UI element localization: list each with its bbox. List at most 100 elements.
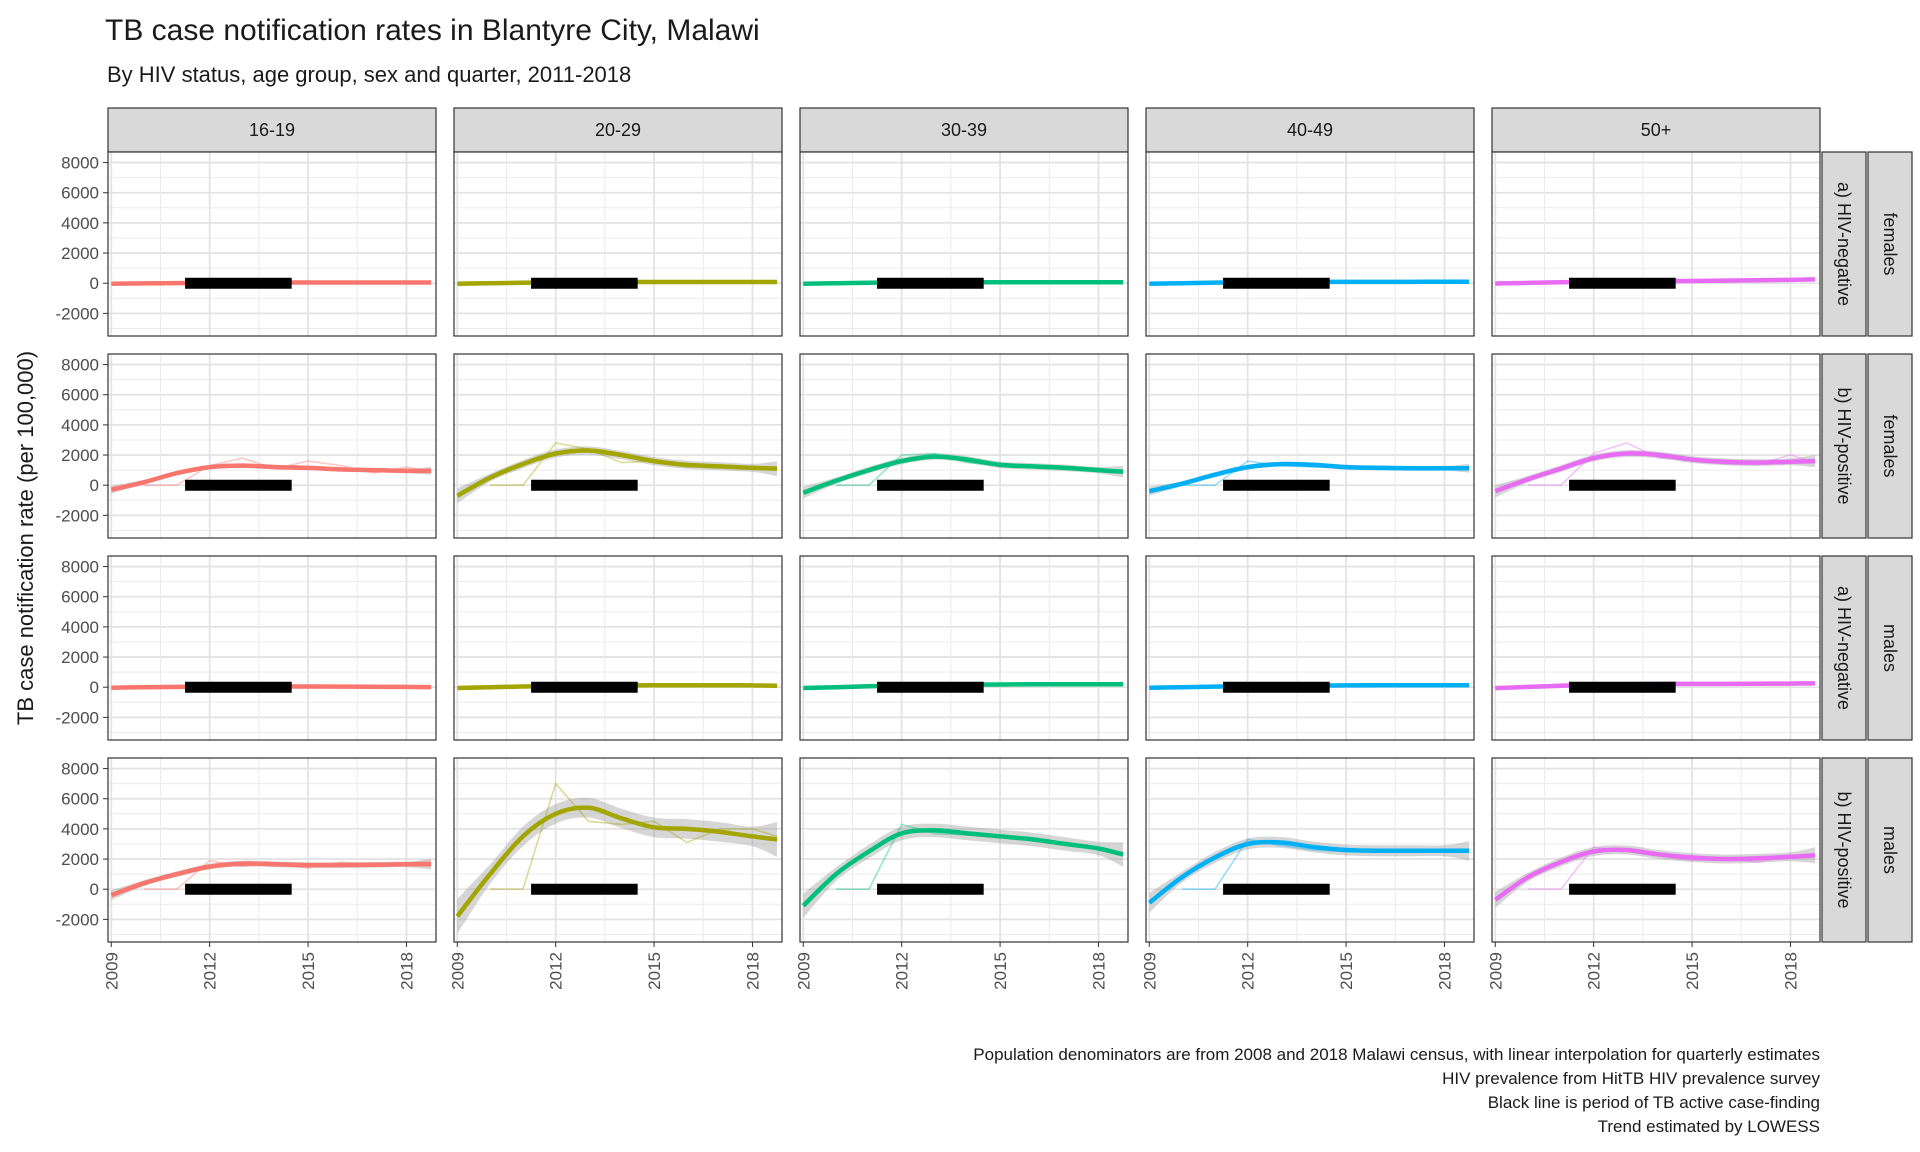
- panel-4-5: [1491, 757, 1821, 943]
- panel-border: [453, 555, 783, 741]
- panel-2-1: [107, 353, 437, 539]
- y-tick-label: 6000: [61, 588, 99, 607]
- facet-strip-4: [1145, 107, 1475, 153]
- x-tick-label: 2009: [448, 952, 467, 990]
- y-tick-label: -2000: [56, 910, 99, 929]
- row-strip-hiv-label-4: b) HIV-positive: [1834, 791, 1854, 908]
- panel-background: [1492, 556, 1820, 740]
- x-tick-label: 2009: [102, 952, 121, 990]
- facet-strip-label-3: 30-39: [941, 120, 987, 140]
- panel-background: [1146, 556, 1474, 740]
- trend-line: [801, 828, 1124, 908]
- chart-subtitle: By HIV status, age group, sex and quarte…: [107, 62, 631, 87]
- trend-line: [110, 861, 432, 898]
- row-strip-sex-label-1: females: [1880, 212, 1900, 275]
- panel-border: [1145, 555, 1475, 741]
- panel-4-3: [799, 757, 1129, 943]
- panel-border: [1145, 757, 1475, 943]
- facet-strip-label-2: 20-29: [595, 120, 641, 140]
- y-tick-label: 0: [90, 678, 99, 697]
- panel-border: [1491, 757, 1821, 943]
- row-strip-sex-label-4: males: [1880, 826, 1900, 874]
- panel-3-1: [107, 555, 437, 741]
- panel-2-5: [1491, 353, 1821, 539]
- y-tick-label: 0: [90, 274, 99, 293]
- x-tick-label: 2018: [743, 952, 762, 990]
- y-tick-label: -2000: [56, 304, 99, 323]
- trend-line: [1494, 847, 1816, 902]
- panel-background: [108, 556, 436, 740]
- x-tick-label: 2018: [1435, 952, 1454, 990]
- panel-border: [1145, 353, 1475, 539]
- facet-strip-1: [107, 107, 437, 153]
- panel-background: [800, 152, 1128, 336]
- panel-background: [800, 556, 1128, 740]
- panel-2-4: [1145, 353, 1475, 539]
- panel-1-3: [799, 151, 1129, 337]
- row-strip-sex-1: [1867, 151, 1913, 337]
- panel-background: [1146, 354, 1474, 538]
- y-axis-label: TB case notification rate (per 100,000): [13, 351, 38, 725]
- panel-1-5: [1491, 151, 1821, 337]
- panel-border: [1491, 555, 1821, 741]
- y-tick-label: 6000: [61, 386, 99, 405]
- trend-line: [1147, 839, 1470, 905]
- panel-3-3: [799, 555, 1129, 741]
- panel-background: [1492, 354, 1820, 538]
- y-tick-label: 8000: [61, 154, 99, 173]
- row-strip-sex-2: [1867, 353, 1913, 539]
- x-tick-label: 2018: [1781, 952, 1800, 990]
- y-tick-label: 2000: [61, 850, 99, 869]
- y-tick-label: 2000: [61, 446, 99, 465]
- y-tick-label: 6000: [61, 184, 99, 203]
- panel-border: [107, 555, 437, 741]
- facet-strip-3: [799, 107, 1129, 153]
- x-tick-label: 2015: [991, 952, 1010, 990]
- panel-3-4: [1145, 555, 1475, 741]
- y-tick-label: 8000: [61, 760, 99, 779]
- panel-border: [799, 353, 1129, 539]
- panel-border: [453, 757, 783, 943]
- panel-border: [107, 353, 437, 539]
- panel-3-2: [453, 555, 783, 741]
- panel-border: [1491, 151, 1821, 337]
- panel-background: [108, 354, 436, 538]
- panel-1-2: [453, 151, 783, 337]
- facet-strip-label-1: 16-19: [249, 120, 295, 140]
- y-tick-label: -2000: [56, 506, 99, 525]
- panel-background: [1146, 152, 1474, 336]
- y-tick-label: 4000: [61, 618, 99, 637]
- caption-line-2: HIV prevalence from HitTB HIV prevalence…: [1442, 1069, 1820, 1088]
- x-tick-label: 2018: [1089, 952, 1108, 990]
- panel-border: [1491, 353, 1821, 539]
- caption-line-3: Black line is period of TB active case-f…: [1488, 1093, 1820, 1112]
- chart-title: TB case notification rates in Blantyre C…: [105, 14, 760, 47]
- x-tick-label: 2012: [547, 952, 566, 990]
- y-tick-label: 8000: [61, 356, 99, 375]
- x-tick-label: 2015: [1337, 952, 1356, 990]
- row-strip-sex-4: [1867, 757, 1913, 943]
- panel-background: [800, 758, 1128, 942]
- panel-border: [799, 151, 1129, 337]
- trend-line: [456, 448, 778, 498]
- panel-1-4: [1145, 151, 1475, 337]
- row-strip-sex-label-3: males: [1880, 624, 1900, 672]
- y-tick-label: 0: [90, 880, 99, 899]
- x-tick-label: 2012: [1585, 952, 1604, 990]
- confidence-band: [1149, 836, 1470, 913]
- panel-background: [454, 152, 782, 336]
- y-tick-label: 4000: [61, 820, 99, 839]
- x-tick-label: 2012: [1239, 952, 1258, 990]
- row-strip-sex-3: [1867, 555, 1913, 741]
- y-tick-label: 8000: [61, 558, 99, 577]
- panel-background: [108, 152, 436, 336]
- panel-background: [800, 354, 1128, 538]
- panel-border: [107, 757, 437, 943]
- panel-4-4: [1145, 757, 1475, 943]
- facet-strip-2: [453, 107, 783, 153]
- panel-3-5: [1491, 555, 1821, 741]
- trend-line: [1148, 461, 1470, 494]
- facet-panels: 16-19 20-29 30-39 40-49 50+ a) HIV-negative fe…: [56, 107, 1913, 990]
- panel-background: [454, 354, 782, 538]
- panel-border: [1145, 151, 1475, 337]
